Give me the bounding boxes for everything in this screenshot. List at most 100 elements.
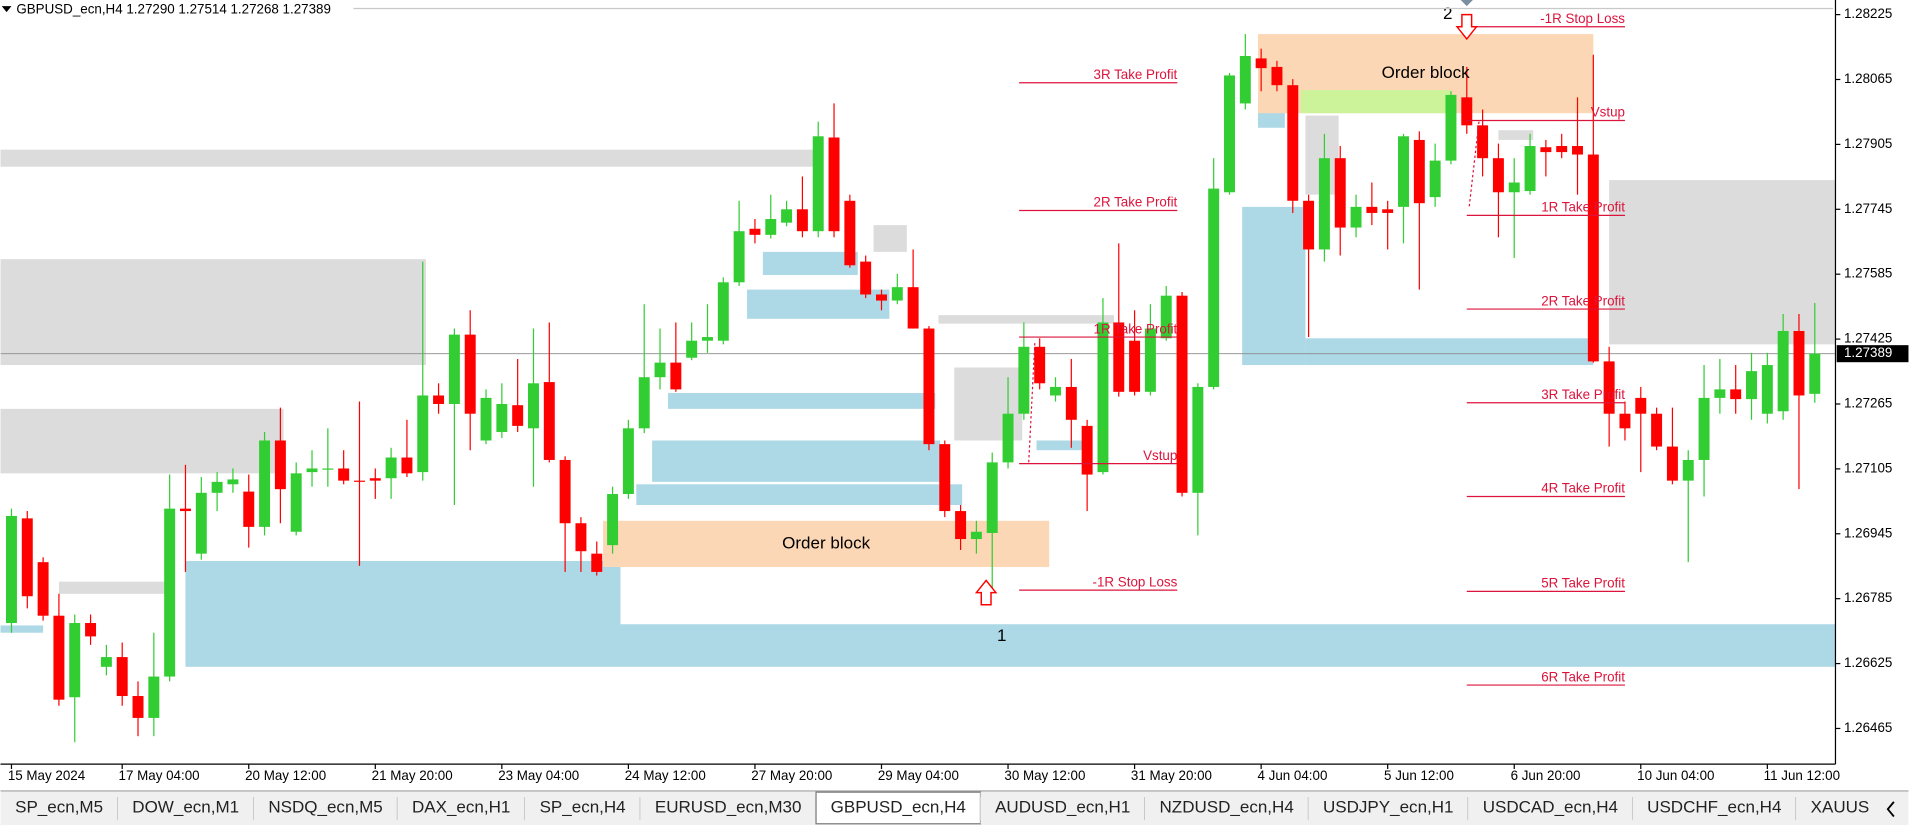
tab[interactable]	[815, 791, 982, 825]
candle-body	[1239, 55, 1251, 104]
candle-body	[1002, 413, 1014, 463]
candle-body	[986, 462, 998, 533]
candle-body	[1682, 459, 1694, 481]
tab-label[interactable]: SP_ecn,M5	[15, 797, 103, 816]
tab-label[interactable]: XAUUS	[1811, 797, 1870, 816]
candle-body	[1761, 365, 1773, 414]
tab[interactable]	[253, 792, 398, 824]
tab[interactable]	[0, 792, 118, 824]
tab[interactable]	[1144, 792, 1309, 824]
x-tick-label: 23 May 04:00	[498, 768, 579, 783]
tab[interactable]	[397, 792, 525, 824]
candle-body	[955, 511, 967, 540]
candle-body	[733, 231, 745, 283]
y-tick-label: 1.26785	[1844, 590, 1892, 605]
tab-label[interactable]: NZDUSD_ecn,H4	[1160, 797, 1294, 816]
candle-body	[1176, 295, 1188, 493]
tab-label[interactable]: DOW_ecn,M1	[132, 797, 239, 816]
sell-arrow	[1455, 13, 1479, 41]
candle-body	[1587, 154, 1599, 362]
zone	[1242, 206, 1306, 366]
candle-body	[765, 219, 777, 235]
candle-body	[607, 494, 619, 546]
candle-body	[1224, 75, 1235, 193]
candle-body	[179, 508, 191, 512]
x-tick-label: 31 May 20:00	[1131, 768, 1212, 783]
candle-body	[37, 562, 49, 616]
candle-body	[1255, 58, 1267, 69]
collapse-icon[interactable]	[1, 6, 12, 13]
zone	[652, 440, 941, 482]
zone	[1036, 440, 1084, 451]
x-tick-label: 27 May 20:00	[751, 768, 832, 783]
candle-body	[1714, 389, 1726, 398]
candle-body	[85, 623, 97, 637]
candle-body	[622, 428, 634, 495]
candle-body	[1271, 66, 1283, 86]
tab[interactable]	[117, 792, 254, 824]
tab-label[interactable]: SP_ecn,H4	[540, 797, 626, 816]
tab-scroll[interactable]	[1876, 797, 1909, 822]
tab[interactable]	[640, 792, 817, 824]
tab-label[interactable]: USDCAD_ecn,H4	[1483, 797, 1618, 816]
candle-body	[828, 137, 840, 232]
candle-body	[781, 209, 793, 223]
trade-level-label: 5R Take Profit	[1541, 576, 1625, 591]
candle-body	[354, 480, 365, 482]
tab-label[interactable]: AUDUSD_ecn,H1	[995, 797, 1130, 816]
candle-body	[670, 362, 682, 390]
zone	[1300, 90, 1451, 114]
candle-body	[1746, 371, 1757, 400]
zone	[1257, 111, 1285, 128]
zone	[620, 624, 1836, 667]
tab[interactable]	[1468, 792, 1633, 824]
zone	[873, 225, 907, 252]
plot-area: Order block Order block 3R Take Profit 2R T…	[0, 4, 1836, 743]
candle-body	[1809, 353, 1821, 394]
tab-label[interactable]: USDJPY_ecn,H1	[1323, 797, 1454, 816]
tab[interactable]	[1796, 792, 1884, 824]
candle-body	[1461, 97, 1473, 126]
candle-body	[686, 340, 698, 358]
x-tick-label: 10 Jun 04:00	[1637, 768, 1714, 783]
trade-level-label: 2R Take Profit	[1094, 195, 1178, 210]
candle-body	[796, 209, 808, 232]
candle-body	[923, 328, 935, 445]
tab-label[interactable]: EURUSD_ecn,M30	[655, 797, 802, 816]
x-tick-label: 24 May 12:00	[625, 768, 706, 783]
tab[interactable]	[980, 792, 1145, 824]
candle-body	[227, 479, 239, 485]
tab-label[interactable]: DAX_ecn,H1	[412, 797, 510, 816]
candle-body	[1081, 425, 1093, 475]
candle-body	[116, 657, 128, 697]
y-tick-label: 1.27745	[1844, 201, 1892, 216]
candle-body	[1556, 146, 1568, 153]
candle-body	[100, 657, 112, 667]
trade-level-label: -1R Stop Loss	[1093, 574, 1178, 589]
candle-body	[306, 468, 318, 473]
x-tick-label: 11 Jun 12:00	[1764, 768, 1840, 783]
y-tick-label: 1.27425	[1844, 331, 1892, 346]
candle-body	[1619, 413, 1631, 429]
candle-body	[559, 459, 571, 524]
candle-body	[385, 457, 397, 479]
candle-body	[512, 405, 524, 426]
buy-arrow	[974, 579, 998, 606]
candle-body	[1492, 158, 1504, 193]
tab-label[interactable]: GBPUSD_ecn,H4	[831, 797, 966, 816]
candle-body	[891, 287, 903, 301]
tab[interactable]	[1632, 792, 1797, 824]
x-tick-label: 21 May 20:00	[372, 768, 453, 783]
candle-body	[5, 515, 17, 624]
tab-label[interactable]: USDCHF_ecn,H4	[1647, 797, 1781, 816]
trade-level-label: 3R Take Profit	[1094, 67, 1178, 82]
candle-body	[1208, 188, 1220, 387]
tab[interactable]	[524, 792, 641, 824]
candle-body	[939, 444, 951, 512]
candle-body	[1160, 295, 1172, 339]
candle-body	[1445, 94, 1457, 161]
candle-body	[717, 282, 729, 341]
tab[interactable]	[1308, 792, 1469, 824]
tab-label[interactable]: NSDQ_ecn,M5	[268, 797, 382, 816]
